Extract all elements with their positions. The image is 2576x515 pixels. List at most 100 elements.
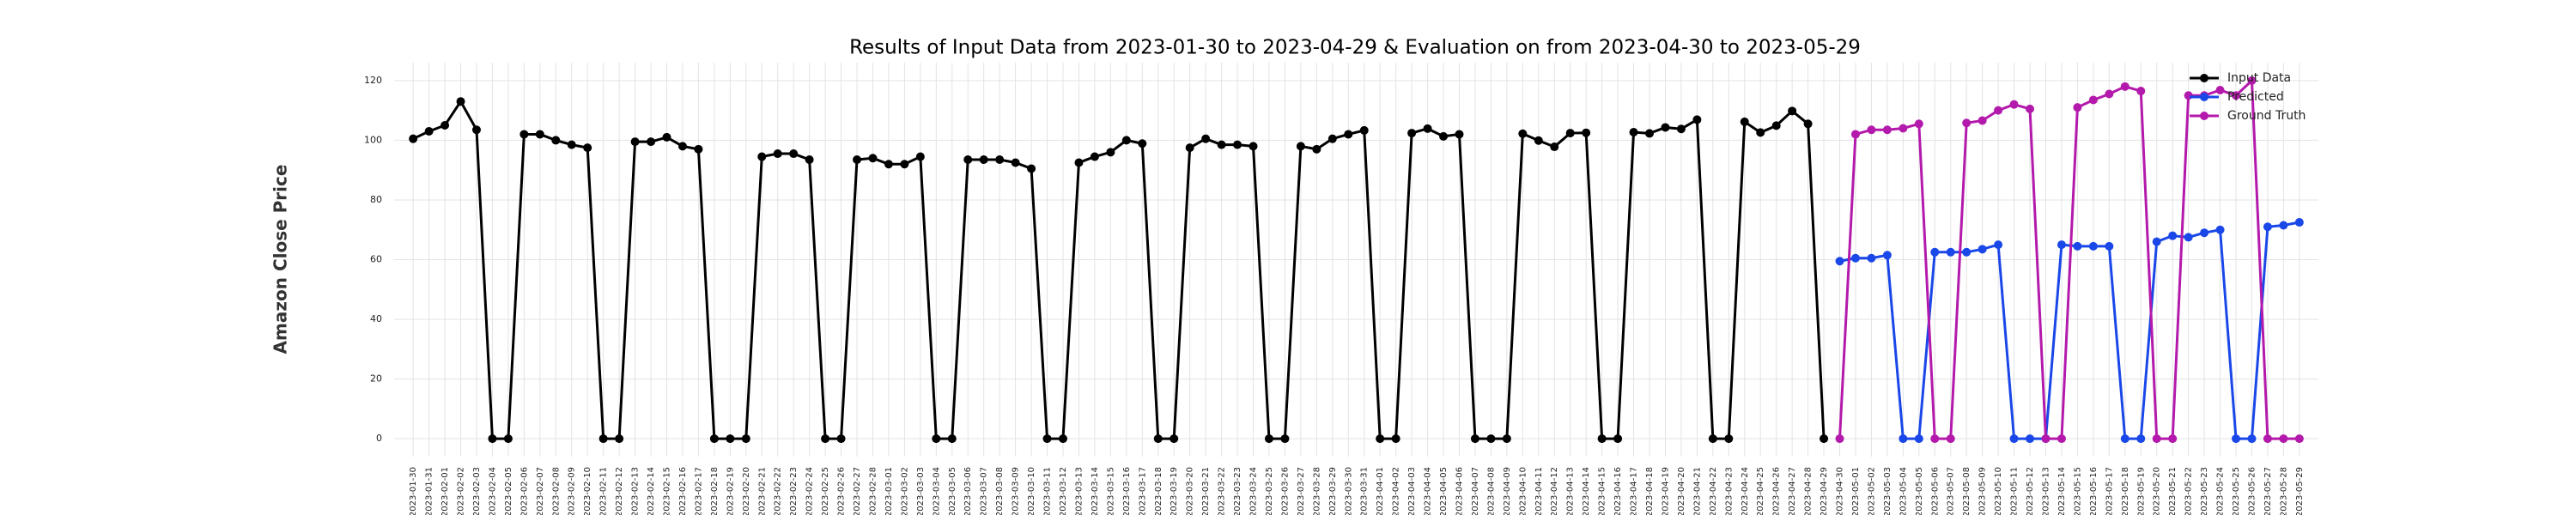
data-point bbox=[2026, 434, 2035, 444]
x-tick-label: 2023-02-27 bbox=[853, 467, 862, 515]
x-tick-label: 2023-03-22 bbox=[1218, 467, 1227, 515]
x-tick-label: 2023-04-29 bbox=[1820, 467, 1829, 515]
x-tick-label: 2023-04-08 bbox=[1486, 467, 1496, 515]
data-point bbox=[1946, 247, 1955, 257]
data-point bbox=[1629, 128, 1638, 137]
data-point bbox=[2120, 82, 2129, 91]
x-tick-label: 2023-05-02 bbox=[1867, 467, 1876, 515]
data-point bbox=[1835, 257, 1844, 266]
data-point bbox=[1899, 434, 1908, 444]
data-point bbox=[1661, 123, 1670, 132]
data-point bbox=[2088, 95, 2098, 105]
data-point bbox=[535, 130, 544, 139]
x-tick-label: 2023-03-29 bbox=[1328, 467, 1338, 515]
x-tick-label: 2023-02-03 bbox=[472, 467, 482, 515]
x-tick-label: 2023-02-21 bbox=[757, 467, 767, 515]
x-tick-label: 2023-02-22 bbox=[774, 467, 783, 515]
data-point bbox=[1550, 142, 1559, 152]
data-point bbox=[1850, 253, 1860, 263]
x-tick-label: 2023-05-12 bbox=[2026, 467, 2035, 515]
data-point bbox=[900, 160, 909, 169]
x-tick-label: 2023-03-14 bbox=[1091, 467, 1100, 515]
x-tick-label: 2023-05-18 bbox=[2121, 467, 2130, 515]
x-tick-label: 2023-02-17 bbox=[694, 467, 703, 515]
data-point bbox=[1692, 115, 1702, 124]
x-tick-label: 2023-05-13 bbox=[2041, 467, 2050, 515]
data-point bbox=[2105, 241, 2114, 251]
x-tick-label: 2023-05-05 bbox=[1915, 467, 1924, 515]
data-point bbox=[1534, 136, 1543, 145]
chart-title: Results of Input Data from 2023-01-30 to… bbox=[849, 37, 1861, 59]
data-point bbox=[2168, 434, 2178, 444]
x-tick-label: 2023-04-24 bbox=[1741, 467, 1750, 515]
data-point bbox=[773, 149, 782, 159]
data-point bbox=[1708, 434, 1717, 444]
data-point bbox=[1121, 136, 1131, 145]
x-tick-label: 2023-03-25 bbox=[1265, 467, 1274, 515]
data-point bbox=[662, 132, 671, 142]
data-point bbox=[821, 434, 830, 444]
data-point bbox=[1170, 434, 1179, 444]
data-point bbox=[2009, 434, 2019, 444]
data-point bbox=[456, 97, 465, 106]
x-tick-label: 2023-02-25 bbox=[821, 467, 830, 515]
data-point bbox=[1820, 434, 1829, 444]
data-point bbox=[1138, 139, 1147, 148]
x-tick-label: 2023-03-09 bbox=[1012, 467, 1021, 515]
data-point bbox=[1882, 125, 1892, 135]
data-point bbox=[2215, 85, 2225, 94]
y-tick-label: 60 bbox=[370, 254, 382, 265]
x-tick-label: 2023-03-21 bbox=[1201, 467, 1211, 515]
data-point bbox=[1867, 253, 1876, 263]
x-tick-label: 2023-02-08 bbox=[551, 467, 561, 515]
data-point bbox=[1676, 124, 1686, 134]
x-tick-label: 2023-04-19 bbox=[1661, 467, 1670, 515]
data-point bbox=[1058, 434, 1067, 444]
y-tick-label: 80 bbox=[370, 194, 382, 205]
x-tick-label: 2023-05-22 bbox=[2184, 467, 2194, 515]
x-tick-label: 2023-03-23 bbox=[1233, 467, 1242, 515]
x-tick-label: 2023-02-16 bbox=[678, 467, 688, 515]
x-tick-label: 2023-04-25 bbox=[1756, 467, 1765, 515]
data-point bbox=[1249, 142, 1258, 151]
data-point bbox=[2215, 225, 2225, 234]
x-tick-label: 2023-05-04 bbox=[1899, 467, 1908, 515]
data-point bbox=[1264, 434, 1273, 444]
x-tick-label: 2023-01-31 bbox=[425, 467, 434, 515]
data-point bbox=[677, 142, 687, 151]
data-point bbox=[2073, 241, 2082, 251]
data-point bbox=[1074, 158, 1084, 167]
data-point bbox=[1914, 434, 1923, 444]
data-point bbox=[1470, 434, 1479, 444]
data-point bbox=[947, 434, 957, 444]
data-point bbox=[1344, 130, 1353, 139]
x-tick-label: 2023-05-21 bbox=[2168, 467, 2178, 515]
legend-marker bbox=[2200, 112, 2208, 120]
x-tick-label: 2023-02-15 bbox=[663, 467, 672, 515]
x-tick-label: 2023-04-21 bbox=[1692, 467, 1702, 515]
y-tick-label: 120 bbox=[364, 75, 382, 86]
x-tick-label: 2023-03-20 bbox=[1186, 467, 1195, 515]
data-point bbox=[1376, 434, 1385, 444]
x-tick-label: 2023-04-07 bbox=[1471, 467, 1480, 515]
x-tick-label: 2023-05-03 bbox=[1883, 467, 1893, 515]
x-tick-label: 2023-03-08 bbox=[995, 467, 1005, 515]
x-tick-label: 2023-02-13 bbox=[631, 467, 641, 515]
data-point bbox=[1994, 240, 2003, 250]
data-point bbox=[583, 143, 592, 153]
x-tick-label: 2023-05-28 bbox=[2279, 467, 2288, 515]
data-point bbox=[2263, 222, 2272, 232]
x-tick-label: 2023-05-17 bbox=[2105, 467, 2114, 515]
x-tick-label: 2023-02-04 bbox=[488, 467, 497, 515]
y-tick-label: 0 bbox=[376, 433, 382, 444]
x-tick-label: 2023-05-20 bbox=[2153, 467, 2162, 515]
data-point bbox=[1613, 434, 1623, 444]
data-point bbox=[805, 155, 814, 165]
legend-label: Predicted bbox=[2227, 90, 2284, 104]
data-point bbox=[1867, 125, 1876, 135]
data-point bbox=[1090, 152, 1099, 161]
data-point bbox=[1899, 124, 1908, 133]
data-point bbox=[2232, 434, 2241, 444]
x-tick-label: 2023-03-30 bbox=[1344, 467, 1353, 515]
data-point bbox=[488, 434, 497, 444]
